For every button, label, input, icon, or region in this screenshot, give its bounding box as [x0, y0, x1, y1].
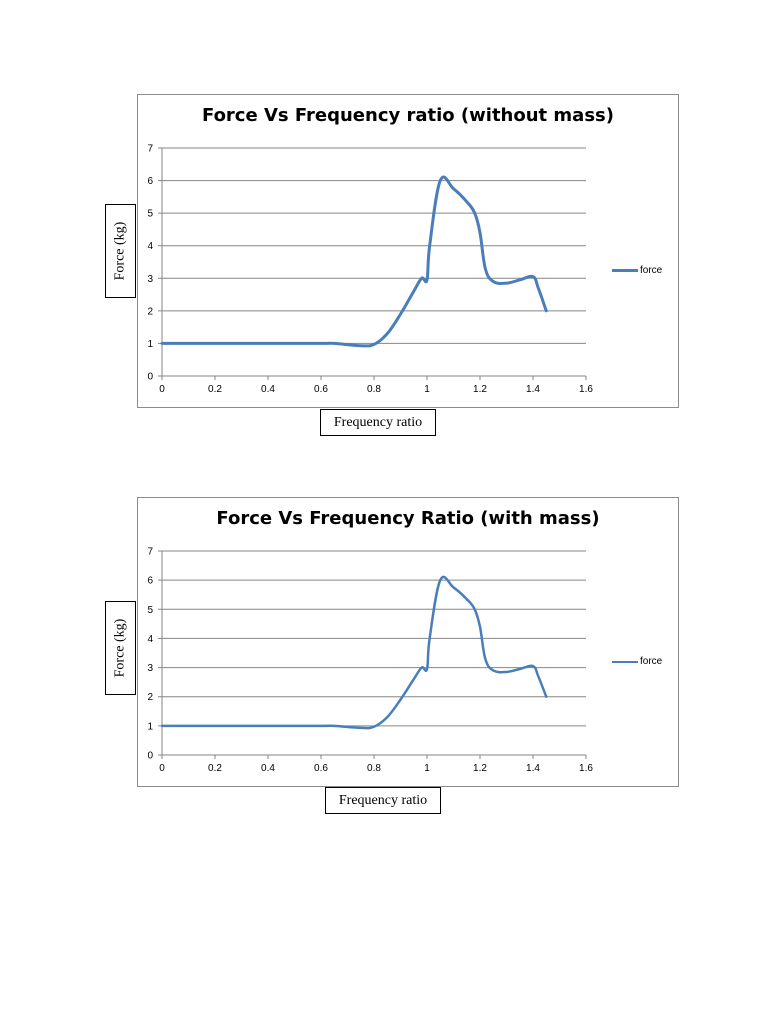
chart-1-plot: 0 1 2 3 4 5 6 7 0 0.2 0.4 0.6 0.8 1 1.2 1.4 1.6 [147, 144, 593, 396]
chart-1-xtick-label-0: 0 [159, 384, 165, 395]
chart-2-frame: Force Vs Frequency Ratio (with mass) 0 1 2… [137, 497, 679, 787]
chart-2-xtick-label-2: 0.4 [261, 763, 275, 774]
chart-1-ylabel: Force (kg) [112, 221, 128, 281]
chart-2-ytick-label-7: 7 [147, 547, 153, 558]
chart-2-title: Force Vs Frequency Ratio (with mass) [216, 508, 600, 529]
chart-2-ytick-label-4: 4 [147, 634, 153, 645]
chart-1-xtick-label-4: 0.8 [367, 384, 381, 395]
chart-2-xtick-label-4: 0.8 [367, 763, 381, 774]
chart-1-xtick-label-3: 0.6 [314, 384, 328, 395]
chart-2-series-line-0 [160, 575, 548, 730]
chart-1-ytick-label-3: 3 [147, 274, 153, 285]
chart-1-legend: force [612, 265, 662, 276]
chart-1-ytick-label-0: 0 [147, 372, 153, 383]
chart-2-xtick-label-6: 1.2 [473, 763, 487, 774]
chart-1-xlabel: Frequency ratio [333, 414, 423, 430]
chart-1-ytick-label-7: 7 [147, 144, 153, 155]
chart-2-ylabel: Force (kg) [112, 618, 128, 678]
chart-1-xtick-label-5: 1 [424, 384, 430, 395]
chart-1-legend-swatch [612, 269, 638, 272]
chart-2-ylabel-box: Force (kg) [105, 601, 136, 695]
chart-2-ytick-label-5: 5 [147, 605, 153, 616]
chart-1-frame: Force Vs Frequency ratio (without mass) … [137, 94, 679, 408]
chart-1-xtick-label-8: 1.6 [579, 384, 593, 395]
chart-1-xtick-label-6: 1.2 [473, 384, 487, 395]
chart-2-xlabel: Frequency ratio [338, 792, 428, 808]
chart-1-xtick-label-7: 1.4 [526, 384, 540, 395]
chart-1-legend-label: force [640, 265, 663, 276]
chart-1-series-line-0 [160, 175, 548, 348]
chart-2-ytick-label-1: 1 [147, 721, 153, 732]
chart-2-xtick-label-8: 1.6 [579, 763, 593, 774]
chart-2-xtick-label-7: 1.4 [526, 763, 540, 774]
chart-2-legend-swatch [612, 660, 638, 663]
chart-1-title: Force Vs Frequency ratio (without mass) [202, 105, 614, 126]
chart-2-legend-label: force [640, 656, 663, 667]
chart-2-legend: force [612, 656, 662, 667]
chart-2-xtick-label-1: 0.2 [208, 763, 222, 774]
chart-2-xtick-label-5: 1 [424, 763, 430, 774]
chart-2-xtick-label-3: 0.6 [314, 763, 328, 774]
chart-1-ytick-label-4: 4 [147, 241, 153, 252]
chart-2-ytick-label-0: 0 [147, 751, 153, 762]
chart-2-xtick-label-0: 0 [159, 763, 165, 774]
chart-1-ytick-label-6: 6 [147, 176, 153, 187]
chart-1-ytick-label-2: 2 [147, 306, 153, 317]
chart-2-xlabel-box: Frequency ratio [325, 787, 441, 814]
chart-2-plot: 0 1 2 3 4 5 6 7 0 0.2 0.4 0.6 0.8 1 1.2 1.4 1.6 [147, 547, 593, 775]
chart-1-xtick-label-1: 0.2 [208, 384, 222, 395]
chart-1-xtick-label-2: 0.4 [261, 384, 275, 395]
chart-2-ytick-label-3: 3 [147, 663, 153, 674]
chart-2-ytick-label-6: 6 [147, 576, 153, 587]
chart-2-ytick-label-2: 2 [147, 692, 153, 703]
chart-1-xlabel-box: Frequency ratio [320, 409, 436, 436]
chart-1-ytick-label-1: 1 [147, 339, 153, 350]
chart-1-ylabel-box: Force (kg) [105, 204, 136, 298]
chart-1-ytick-label-5: 5 [147, 209, 153, 220]
